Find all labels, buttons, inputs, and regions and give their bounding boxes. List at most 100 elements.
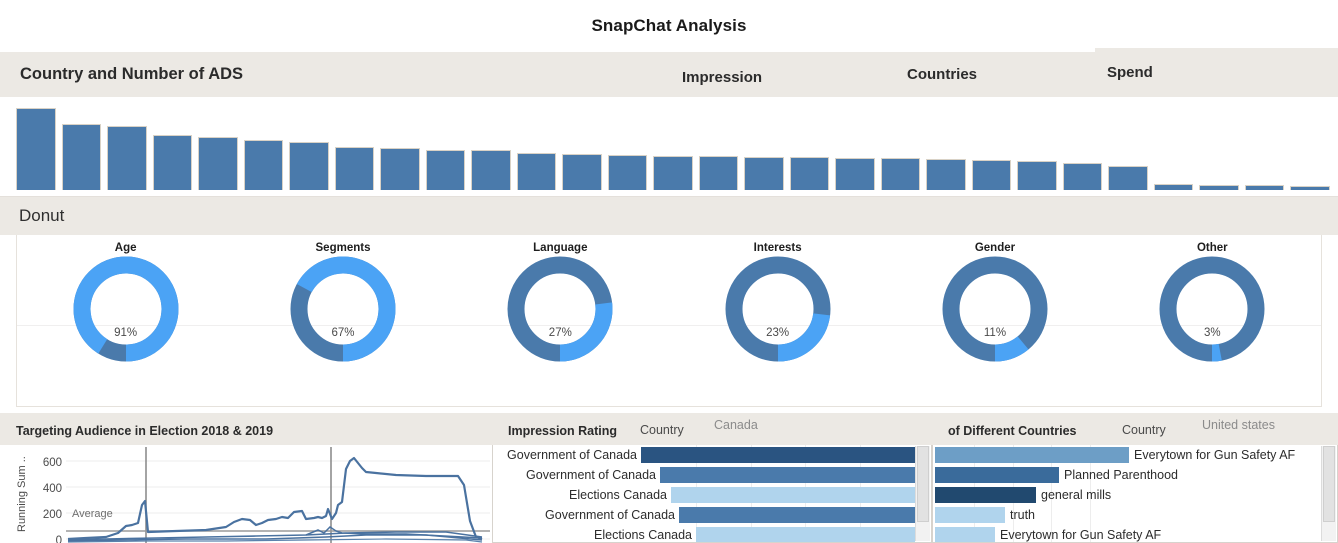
country-bar[interactable] [744,157,784,190]
donut-percent-label: 23% [766,327,790,339]
country-bar[interactable] [971,160,1012,190]
gridline [1051,445,1053,542]
targeting-plot-area: Average [66,447,490,543]
country-bar[interactable] [1062,163,1103,190]
country-panel-title: Country and Number of ADS [20,65,244,83]
country-bar[interactable] [516,153,557,190]
bar-row[interactable]: Planned Parenthood [933,465,1337,485]
country-panel-header: Country and Number of ADS [0,52,670,97]
donut-label: Interests [753,242,802,254]
bar-row-label: Everytown for Gun Safety AF [1000,528,1162,542]
vertical-scrollbar[interactable] [1321,446,1336,541]
bar-row[interactable]: general mills [933,485,1337,505]
impression-panel-header: Impression Rating Country Canada [492,413,932,445]
y-axis-tick: 600 [42,457,62,469]
country-bar[interactable] [243,140,284,190]
country-bar[interactable] [289,142,329,190]
impression-filter-label: Country [640,423,684,437]
donut-chart-language[interactable]: Language 27% [452,235,669,406]
page-title: SnapChat Analysis [591,16,747,35]
bar-row[interactable]: Elections Canada [493,525,931,542]
country-bar[interactable] [926,159,966,190]
donut-panel-title: Donut [19,206,65,225]
bar-row-bar[interactable] [660,467,915,483]
bar-row[interactable]: Government of Canada [493,445,931,465]
bar-row-bar[interactable] [935,507,1005,523]
bar-row[interactable]: Everytown for Gun Safety AF [933,445,1337,465]
bar-row-bar[interactable] [935,527,995,542]
country-bar[interactable] [562,154,602,190]
impression-filter-value[interactable]: Canada [714,418,758,432]
bar-row-bar[interactable] [671,487,915,503]
vertical-scrollbar[interactable] [915,446,930,541]
donut-ring [73,256,179,362]
targeting-audience-panel: Targeting Audience in Election 2018 & 20… [0,413,492,543]
country-bar[interactable] [16,108,56,190]
kpi-header-spend: Spend [1095,48,1338,97]
donut-label: Other [1196,242,1228,254]
country-bar[interactable] [61,124,102,190]
bar-row[interactable]: Government of Canada [493,465,931,485]
country-bar[interactable] [471,150,511,190]
kpi-header-countries: Countries [895,52,1095,97]
country-and-kpi-row: Country and Number of ADS Impression Cou… [0,48,1338,197]
targeting-y-axis-title: Running Sum .. [16,456,28,532]
donut-chart-age[interactable]: Age 91% [17,235,234,406]
bar-row[interactable]: Elections Canada [493,485,931,505]
countries-bar-list[interactable]: Everytown for Gun Safety AF Planned Paren… [932,445,1338,543]
donut-row: Donut Age 91% Segments 67% Language 27% Intere… [0,197,1338,413]
country-bar[interactable] [334,147,375,190]
donut-ring [942,256,1048,362]
targeting-y-axis-ticks: 0 200 400 600 [30,445,64,543]
country-bar[interactable] [880,158,921,190]
kpi-label-spend: Spend [1107,64,1153,81]
average-reference-label: Average [72,508,113,520]
country-bar[interactable] [1017,161,1057,190]
donut-chart-gender[interactable]: Gender 11% [886,235,1103,406]
countries-filter-value[interactable]: United states [1202,418,1275,432]
country-bar[interactable] [1108,166,1148,190]
country-bar[interactable] [198,137,238,190]
country-bar[interactable] [1244,185,1285,190]
country-bar[interactable] [107,126,147,190]
donut-label: Gender [974,242,1016,254]
bar-row-bar[interactable] [696,527,915,542]
donut-chart-interests[interactable]: Interests 23% [669,235,886,406]
bar-row-label: Elections Canada [569,488,667,502]
donut-chart-other[interactable]: Other 3% [1104,235,1321,406]
scrollbar-thumb[interactable] [1323,446,1335,522]
country-bar[interactable] [698,156,739,190]
bar-row-bar[interactable] [641,447,915,463]
bar-row-label: Planned Parenthood [1064,468,1178,482]
donut-chart-segments[interactable]: Segments 67% [234,235,451,406]
scrollbar-thumb[interactable] [917,446,929,522]
donut-percent-label: 91% [114,327,138,339]
donut-percent-label: 3% [1203,327,1221,339]
bar-row-bar[interactable] [935,447,1129,463]
bottom-row: Targeting Audience in Election 2018 & 20… [0,413,1338,543]
country-bar-chart[interactable] [0,98,1338,197]
donut-label: Age [114,242,137,254]
bar-row[interactable]: Everytown for Gun Safety AF [933,525,1337,542]
bar-row-bar[interactable] [935,487,1036,503]
kpi-label-impression: Impression [682,69,763,86]
impression-bar-list[interactable]: Government of Canada Government of Canada… [492,445,932,543]
country-bar[interactable] [607,155,648,190]
country-bar[interactable] [835,158,875,190]
country-bar[interactable] [789,157,830,190]
country-bar[interactable] [152,135,193,190]
bar-row[interactable]: truth [933,505,1337,525]
donut-ring [1159,256,1265,362]
country-bar[interactable] [653,156,693,190]
bar-row-label: Elections Canada [594,528,692,542]
country-bar[interactable] [380,148,420,190]
targeting-line-chart[interactable]: Running Sum .. 0 200 400 600 [0,445,492,543]
gridline [1090,445,1092,542]
bar-row[interactable]: Government of Canada [493,505,931,525]
country-bar[interactable] [425,150,466,190]
country-bar[interactable] [1153,184,1194,190]
country-bar[interactable] [1199,185,1239,190]
bar-row-bar[interactable] [935,467,1059,483]
country-bar[interactable] [1290,186,1330,190]
bar-row-bar[interactable] [679,507,915,523]
